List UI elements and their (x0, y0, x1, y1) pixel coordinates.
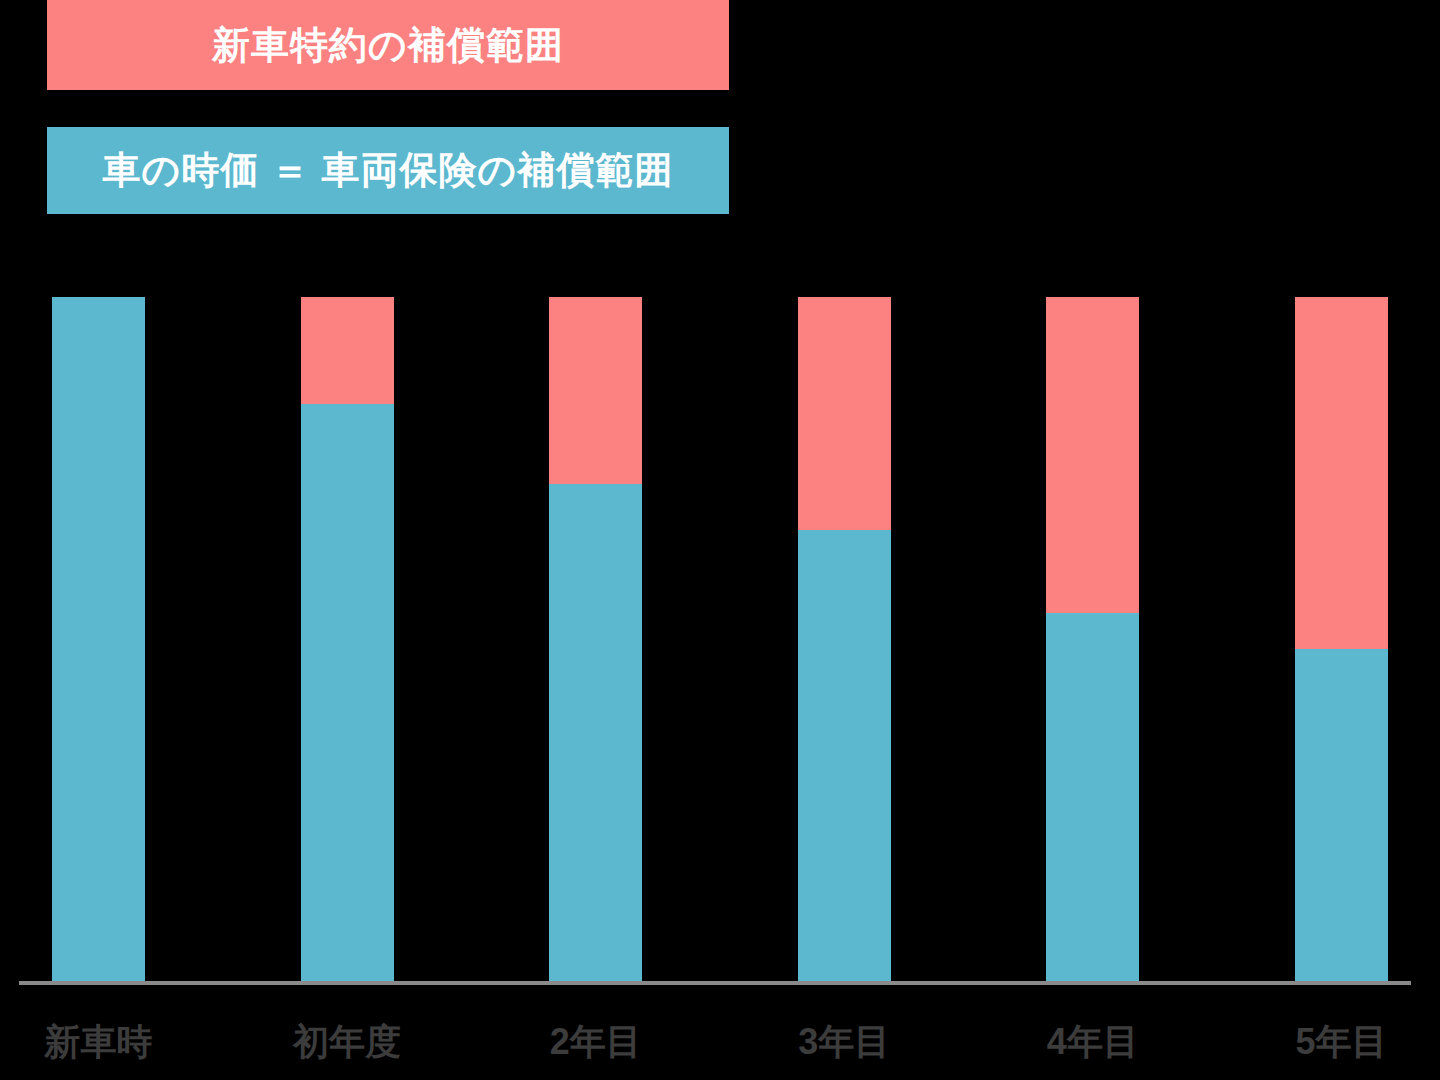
bar-column-3 (549, 297, 642, 981)
x-axis-labels: 新車時 初年度 2年目 3年目 4年目 5年目 (52, 1020, 1388, 1063)
bar-column-5 (1046, 297, 1139, 981)
legend-new-car-rider-coverage: 新車特約の補償範囲 (47, 0, 729, 90)
bar-segment-new-car-rider (301, 297, 394, 404)
legend-market-value-coverage: 車の時価 ＝ 車両保険の補償範囲 (47, 127, 729, 214)
bar-segment-market-value (1046, 613, 1139, 981)
legend-market-value-label: 車の時価 ＝ 車両保険の補償範囲 (103, 145, 674, 196)
x-axis-label-2: 初年度 (301, 1020, 394, 1063)
x-axis-label-4: 3年目 (798, 1020, 891, 1063)
stacked-bar-plot-area (52, 297, 1388, 981)
legend-new-car-rider-label: 新車特約の補償範囲 (212, 20, 564, 71)
bar-segment-new-car-rider (1295, 297, 1388, 649)
bar-segment-market-value (549, 484, 642, 981)
bar-segment-market-value (798, 530, 891, 981)
x-axis-label-1: 新車時 (52, 1020, 145, 1063)
bar-column-1 (52, 297, 145, 981)
bar-segment-new-car-rider (798, 297, 891, 530)
bar-column-4 (798, 297, 891, 981)
x-axis-label-6: 5年目 (1295, 1020, 1388, 1063)
bar-segment-market-value (1295, 649, 1388, 981)
bar-segment-market-value (52, 297, 145, 981)
bar-segment-new-car-rider (1046, 297, 1139, 613)
bar-segment-new-car-rider (549, 297, 642, 484)
bar-column-2 (301, 297, 394, 981)
x-axis-label-5: 4年目 (1046, 1020, 1139, 1063)
x-axis-label-3: 2年目 (549, 1020, 642, 1063)
x-axis-line (19, 981, 1411, 985)
bar-column-6 (1295, 297, 1388, 981)
bar-segment-market-value (301, 404, 394, 981)
